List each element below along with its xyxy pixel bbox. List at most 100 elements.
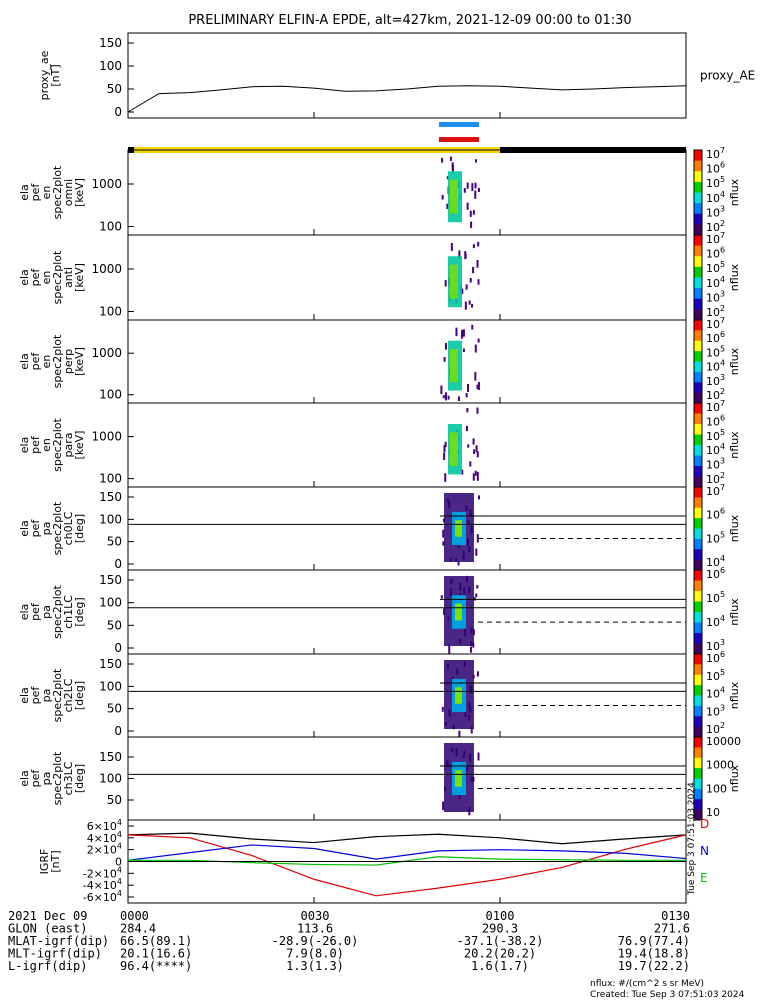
footer-value: 19.7(22.2) <box>618 959 690 973</box>
spectrogram-speck <box>467 203 469 210</box>
colorbar-tick-label: 107 <box>706 146 725 161</box>
spectrogram-speck <box>445 343 447 350</box>
spectrogram-speck <box>463 348 465 352</box>
panel-ytick-label: 50 <box>107 535 122 549</box>
colorbar-label: nflux <box>728 681 741 709</box>
igrf-legend-N: N <box>700 844 709 858</box>
colorbar-segment <box>694 727 702 738</box>
colorbar-tick-label: 104 <box>706 442 725 457</box>
spectrogram-speck <box>472 267 474 273</box>
colorbar-segment <box>694 299 702 310</box>
igrf-legend-D: D <box>700 817 709 831</box>
proxy-ae-series <box>128 86 686 112</box>
spectrogram-speck <box>448 396 450 400</box>
colorbar-segment <box>694 539 702 550</box>
footer-row-label: L-igrf(dip) <box>8 959 87 973</box>
colorbar-segment <box>694 214 702 225</box>
science-zone-bar-blue <box>439 122 479 127</box>
colorbar-segment <box>694 612 702 623</box>
panel-ytick-label: 100 <box>99 388 122 402</box>
spectrogram-speck <box>474 191 476 199</box>
colorbar-segment <box>694 696 702 707</box>
panel-ylabel-line: [nT] <box>49 64 62 86</box>
panel-frame <box>128 737 686 820</box>
spectrogram-speck <box>467 384 469 392</box>
spectrogram-speck <box>478 495 480 499</box>
nflux-units-note: nflux: #/(cm^2 s sr MeV) <box>590 979 704 989</box>
footer-value: 96.4(****) <box>120 959 192 973</box>
colorbar-segment <box>694 644 702 655</box>
spectrogram-hot <box>455 687 462 704</box>
spectrogram-speck <box>475 549 477 556</box>
colorbar-segment <box>694 403 702 414</box>
spectrogram-speck <box>473 438 475 444</box>
spectrogram-speck <box>458 562 460 566</box>
panel-ytick-label: 2×104 <box>87 842 122 857</box>
panel-ch3: elapefpaspec2plotch3LC[deg] 150 100 50 10000… <box>18 735 741 821</box>
colorbar-segment <box>694 382 702 393</box>
colorbar-label: nflux <box>728 764 741 792</box>
spectrogram-speck <box>443 395 445 398</box>
spectrogram-speck <box>466 284 468 289</box>
colorbar-tick-label: 106 <box>706 566 725 581</box>
spectrogram-speck <box>478 382 480 390</box>
colorbar-tick-label: 105 <box>706 428 725 443</box>
panel-ylabel-line: [deg] <box>73 764 86 793</box>
panel-frame <box>128 33 686 118</box>
panel-ytick-label: 50 <box>107 82 122 96</box>
panel-ytick-label: 0 <box>114 724 122 738</box>
igrf-legend-E: E <box>700 871 708 885</box>
spectrogram-speck <box>442 530 444 538</box>
colorbar-segment <box>694 518 702 529</box>
panel-ytick-label: 50 <box>107 793 122 807</box>
panel-frame <box>128 235 686 320</box>
colorbar-segment <box>694 664 702 675</box>
colorbar-tick-label: 106 <box>706 650 725 665</box>
colorbar-segment <box>694 288 702 299</box>
spectrogram-hot <box>455 770 462 787</box>
panel-ytick-label: 150 <box>99 573 122 587</box>
colorbar-segment <box>694 341 702 352</box>
panel-ytick-label: 50 <box>107 702 122 716</box>
panel-ch1: elapefpaspec2plotch1LC[deg]1501005001061… <box>18 566 741 655</box>
spectrogram-speck <box>478 279 480 284</box>
spectrogram-speck <box>477 753 479 761</box>
colorbar-segment <box>694 445 702 456</box>
colorbar-tick-label: 107 <box>706 316 725 331</box>
spectrogram-speck <box>470 222 472 228</box>
spectrogram-speck <box>477 671 479 676</box>
colorbar-segment <box>694 203 702 214</box>
spectrogram-speck <box>478 188 480 192</box>
colorbar-tick-label: 103 <box>706 703 725 718</box>
igrf-series-bx_d <box>128 835 686 896</box>
panel-ytick-label: 1000 <box>91 430 122 444</box>
side-time-stamp: Tue Sep 3 07:51:03 2024 <box>687 782 697 896</box>
panel-ylabel-line: [deg] <box>73 681 86 710</box>
colorbar-segment <box>694 246 702 257</box>
spectrogram-speck <box>441 595 443 598</box>
colorbar-segment <box>694 477 702 488</box>
spectrogram-hot <box>455 520 462 537</box>
colorbar-segment <box>694 161 702 172</box>
colorbar-tick-label: 102 <box>706 721 725 736</box>
colorbar-label: nflux <box>728 263 741 291</box>
panel-frame <box>128 487 686 570</box>
panel-frame <box>128 320 686 403</box>
panel-ytick-label: 100 <box>99 472 122 486</box>
panel-ylabel-line: [deg] <box>73 597 86 626</box>
footer-value: 1.6(1.7) <box>471 959 529 973</box>
colorbar-segment <box>694 193 702 204</box>
colorbar-segment <box>694 150 702 161</box>
panel-ytick-label: 100 <box>99 512 122 526</box>
panel-omni: elapefenspec2plotomni[keV] 10001001071061… <box>18 146 741 236</box>
spectrogram-speck <box>473 210 475 215</box>
spectrogram-speck <box>477 260 479 267</box>
panel-ae: proxy_ae[nT]150100500proxy_AE <box>38 33 755 119</box>
spectrogram-speck <box>463 329 465 336</box>
colorbar-label: nflux <box>728 347 741 375</box>
spectrogram-hot <box>455 604 462 621</box>
colorbar-segment <box>694 393 702 404</box>
spectrogram-speck <box>464 188 466 193</box>
spectrogram-speck <box>441 158 443 163</box>
spectrogram-speck <box>470 211 472 217</box>
